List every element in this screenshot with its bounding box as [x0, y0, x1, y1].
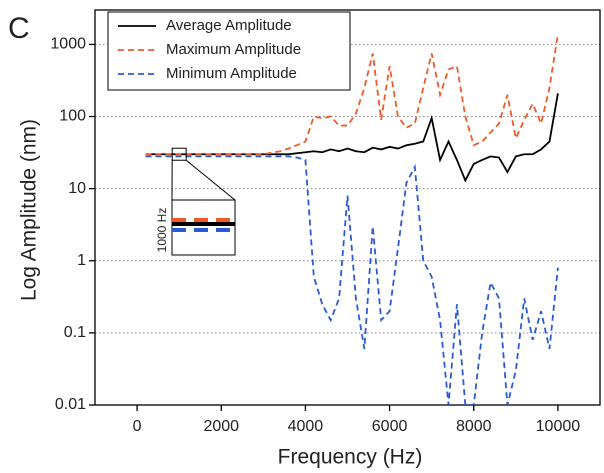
legend-box: [107, 11, 351, 91]
x-tick-label: 10000: [536, 418, 581, 435]
inset-label: 1000 Hz: [155, 208, 169, 253]
plot-area: [145, 33, 559, 405]
y-tick-label: 0.1: [64, 324, 86, 341]
x-tick-label: 2000: [203, 418, 239, 435]
series-line: [145, 155, 559, 405]
x-tick-label: 0: [133, 418, 142, 435]
legend-label: Maximum Amplitude: [166, 41, 301, 58]
series-line: [145, 93, 559, 183]
x-tick-label: 8000: [456, 418, 492, 435]
y-tick-label: 100: [59, 108, 86, 125]
legend-label: Average Amplitude: [166, 17, 292, 34]
y-tick-label: 10: [68, 180, 86, 197]
y-tick-label: 1000: [50, 36, 86, 53]
zoom-connector: [185, 159, 236, 201]
legend-label: Minimum Amplitude: [166, 65, 297, 82]
y-tick-label: 1: [77, 252, 86, 269]
y-tick-label: 0.01: [55, 396, 86, 413]
inset-box: [171, 199, 236, 256]
x-axis-label: Frequency (Hz): [278, 446, 423, 469]
zoom-region: [171, 147, 187, 161]
plot-frame: [94, 9, 601, 406]
x-tick-label: 6000: [372, 418, 408, 435]
panel-label: C: [8, 12, 30, 45]
x-tick-label: 4000: [288, 418, 324, 435]
series-line: [145, 33, 559, 156]
y-axis-label: Log Amplitude (nm): [18, 119, 41, 301]
